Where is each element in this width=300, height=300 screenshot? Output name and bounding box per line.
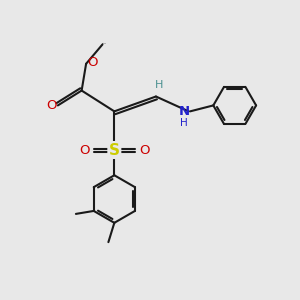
Text: O: O — [46, 99, 57, 112]
Text: H: H — [180, 118, 188, 128]
Text: N: N — [178, 106, 190, 118]
Text: O: O — [79, 143, 89, 157]
Text: O: O — [140, 143, 150, 157]
Text: S: S — [109, 142, 120, 158]
Text: H: H — [155, 80, 163, 90]
Text: methyl: methyl — [101, 42, 106, 44]
Text: O: O — [87, 56, 98, 69]
